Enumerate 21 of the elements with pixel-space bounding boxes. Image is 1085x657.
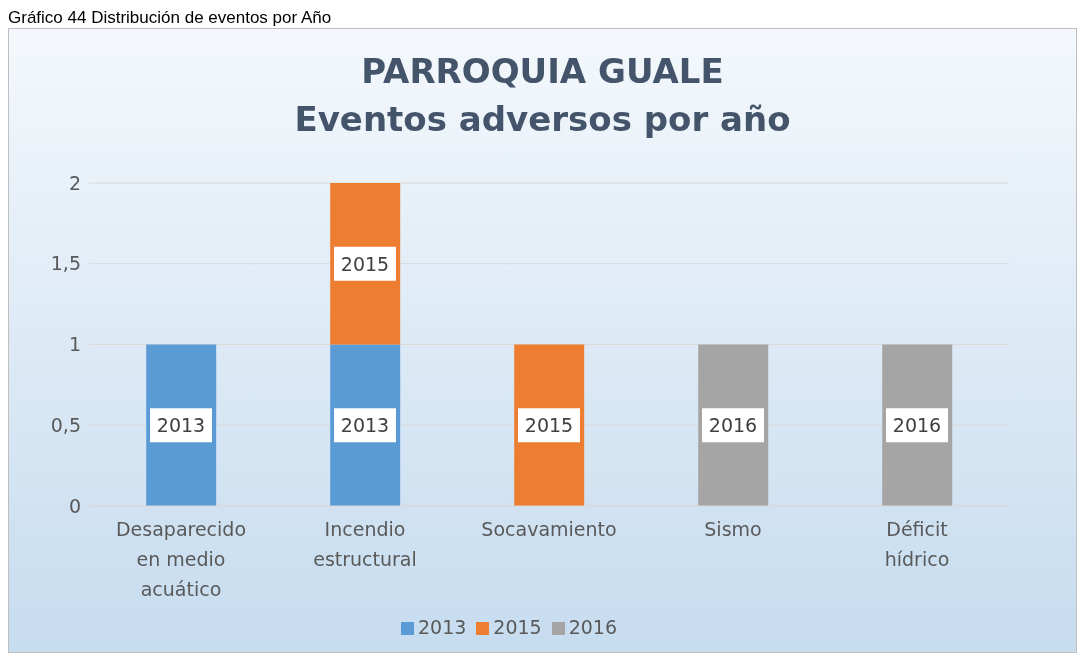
- y-tick-label: 2: [68, 171, 81, 194]
- y-tick-label: 0,5: [50, 413, 81, 436]
- legend-label: 2016: [568, 616, 618, 638]
- y-tick-label: 1: [68, 333, 81, 356]
- text: Gráfico 44 Distribución de eventos por Año: [8, 8, 333, 28]
- annotation: 2016: [892, 414, 942, 437]
- annotation: 2013: [156, 414, 206, 437]
- y-tick-label: 0: [68, 494, 81, 517]
- x-tick-label: Incendio estructural: [313, 518, 417, 570]
- x-tick-label: Sismo: [704, 518, 762, 540]
- annotation: 2015: [340, 252, 390, 275]
- x-tick-label: Déficit hídrico: [884, 518, 950, 570]
- chart-title: PARROQUIA GUALE Eventos adversos por año: [293, 50, 792, 141]
- x-tick-label: Desaparecido en medio acuático: [115, 518, 247, 600]
- y-tick-label: 1,5: [50, 252, 81, 275]
- legend-label: 2015: [493, 616, 542, 638]
- annotation: 2015: [524, 414, 574, 437]
- annotation: 2013: [340, 414, 390, 437]
- legend-label: 2013: [417, 616, 467, 638]
- annotation: 2016: [708, 414, 758, 437]
- x-tick-label: Socavamiento: [481, 518, 617, 540]
